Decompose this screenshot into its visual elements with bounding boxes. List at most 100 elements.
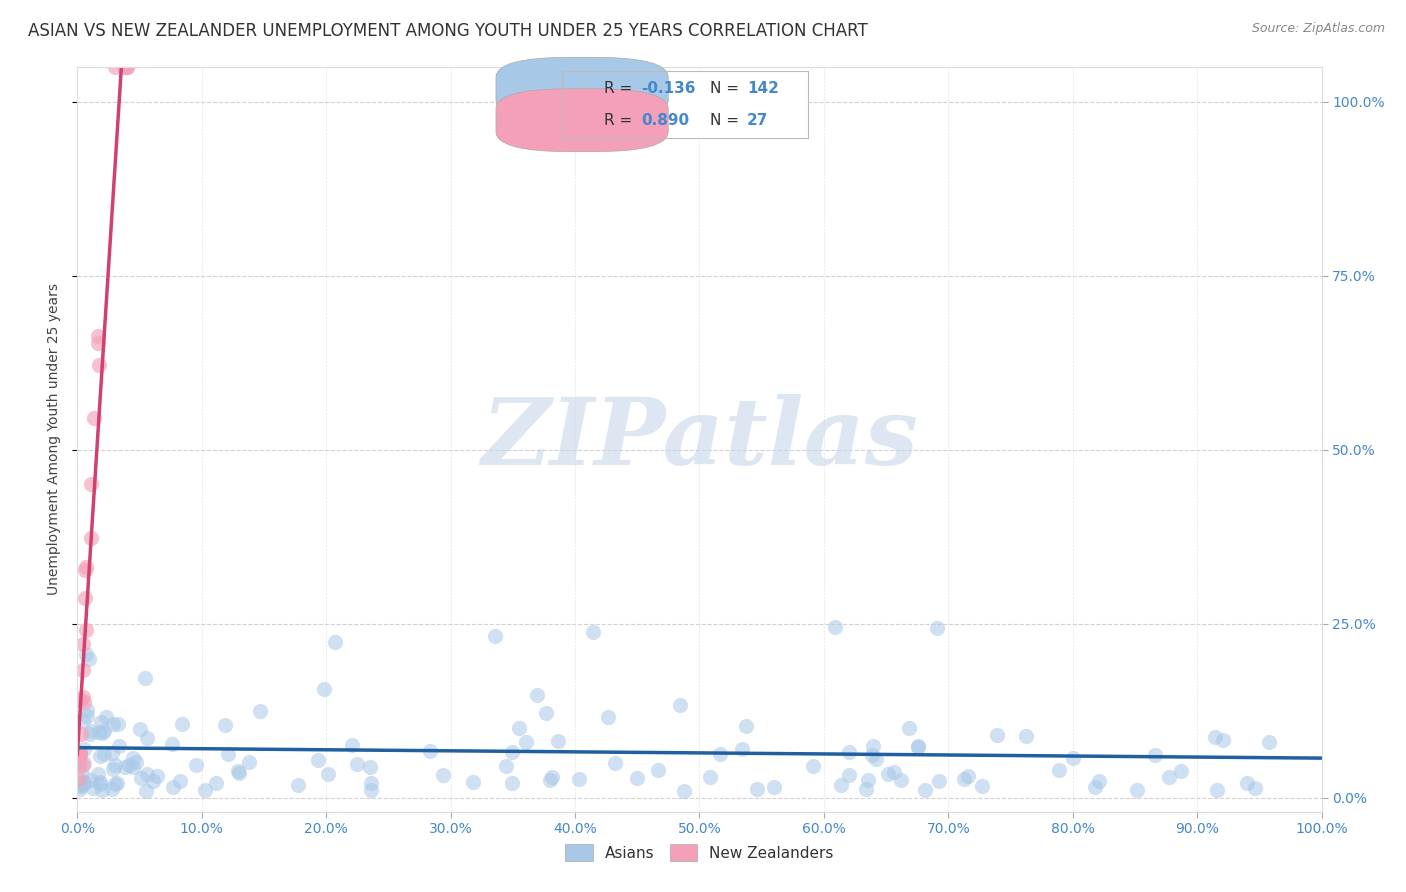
Point [534, 706, 557, 720]
Point [346, 756, 368, 771]
Point [699, 771, 721, 785]
Point [1206, 783, 1229, 797]
Point [925, 622, 948, 636]
Text: Source: ZipAtlas.com: Source: ZipAtlas.com [1251, 22, 1385, 36]
Point [953, 772, 976, 787]
Point [1087, 773, 1109, 788]
Point [249, 704, 271, 718]
Point [89, 777, 111, 791]
Point [855, 781, 877, 796]
Point [135, 784, 157, 798]
Point [75, 647, 97, 661]
Point [205, 776, 228, 790]
Point [730, 741, 752, 756]
Point [75, 591, 97, 605]
Point [80, 531, 103, 545]
Point [82, 781, 104, 796]
Point [735, 718, 758, 732]
Point [69, 782, 91, 797]
Point [128, 722, 150, 736]
FancyBboxPatch shape [496, 57, 668, 120]
Point [342, 738, 364, 752]
Point [83, 410, 105, 425]
Point [103, 762, 125, 776]
Point [515, 735, 537, 749]
Point [93, 747, 115, 761]
Point [647, 763, 669, 777]
Point [69, 779, 91, 793]
Point [170, 716, 193, 731]
Point [136, 731, 159, 745]
Point [626, 771, 648, 785]
Point [72, 695, 94, 709]
Point [169, 773, 191, 788]
Point [228, 765, 250, 780]
Y-axis label: Unemployment Among Youth under 25 years: Unemployment Among Youth under 25 years [48, 284, 62, 595]
Point [830, 778, 852, 792]
Point [105, 776, 128, 790]
Point [72, 774, 94, 789]
Point [709, 747, 731, 761]
Point [87, 767, 110, 781]
Point [972, 780, 994, 794]
Point [122, 760, 145, 774]
Point [67, 750, 90, 764]
Point [463, 775, 485, 789]
Point [70, 766, 93, 780]
Point [75, 560, 97, 574]
FancyBboxPatch shape [496, 89, 668, 152]
Point [75, 624, 97, 638]
Point [1062, 751, 1084, 765]
Point [100, 782, 122, 797]
Point [890, 773, 912, 788]
Point [72, 690, 94, 704]
Point [495, 759, 517, 773]
Point [80, 723, 103, 738]
Point [89, 725, 111, 739]
Point [907, 739, 929, 754]
Point [72, 758, 94, 772]
Point [131, 771, 153, 785]
Point [72, 775, 94, 789]
Point [103, 716, 125, 731]
Point [307, 753, 329, 767]
Point [72, 714, 94, 729]
Point [359, 760, 381, 774]
Point [582, 624, 605, 639]
Point [538, 773, 561, 788]
Point [1014, 729, 1036, 743]
Point [101, 747, 124, 761]
Point [838, 745, 860, 759]
Point [73, 756, 96, 770]
Point [360, 775, 382, 789]
Point [568, 772, 591, 787]
Point [162, 780, 184, 794]
Point [484, 629, 506, 643]
Text: R =: R = [605, 81, 633, 96]
Point [1143, 747, 1166, 762]
Point [824, 619, 846, 633]
Point [162, 737, 184, 751]
Text: 142: 142 [747, 81, 779, 96]
Point [194, 783, 217, 797]
Point [72, 637, 94, 651]
Point [1258, 735, 1281, 749]
Point [1170, 764, 1192, 779]
Text: N =: N = [710, 112, 740, 128]
Point [1157, 770, 1180, 784]
Point [79, 726, 101, 740]
Point [118, 757, 141, 772]
Point [104, 758, 127, 772]
Point [76, 709, 98, 723]
Point [134, 671, 156, 685]
Point [93, 724, 115, 739]
Point [316, 767, 339, 781]
Point [80, 476, 103, 491]
Point [323, 635, 346, 649]
Point [287, 778, 309, 792]
Point [1084, 780, 1107, 795]
Point [91, 782, 114, 797]
Point [986, 728, 1008, 742]
Point [541, 770, 564, 784]
Point [838, 768, 860, 782]
